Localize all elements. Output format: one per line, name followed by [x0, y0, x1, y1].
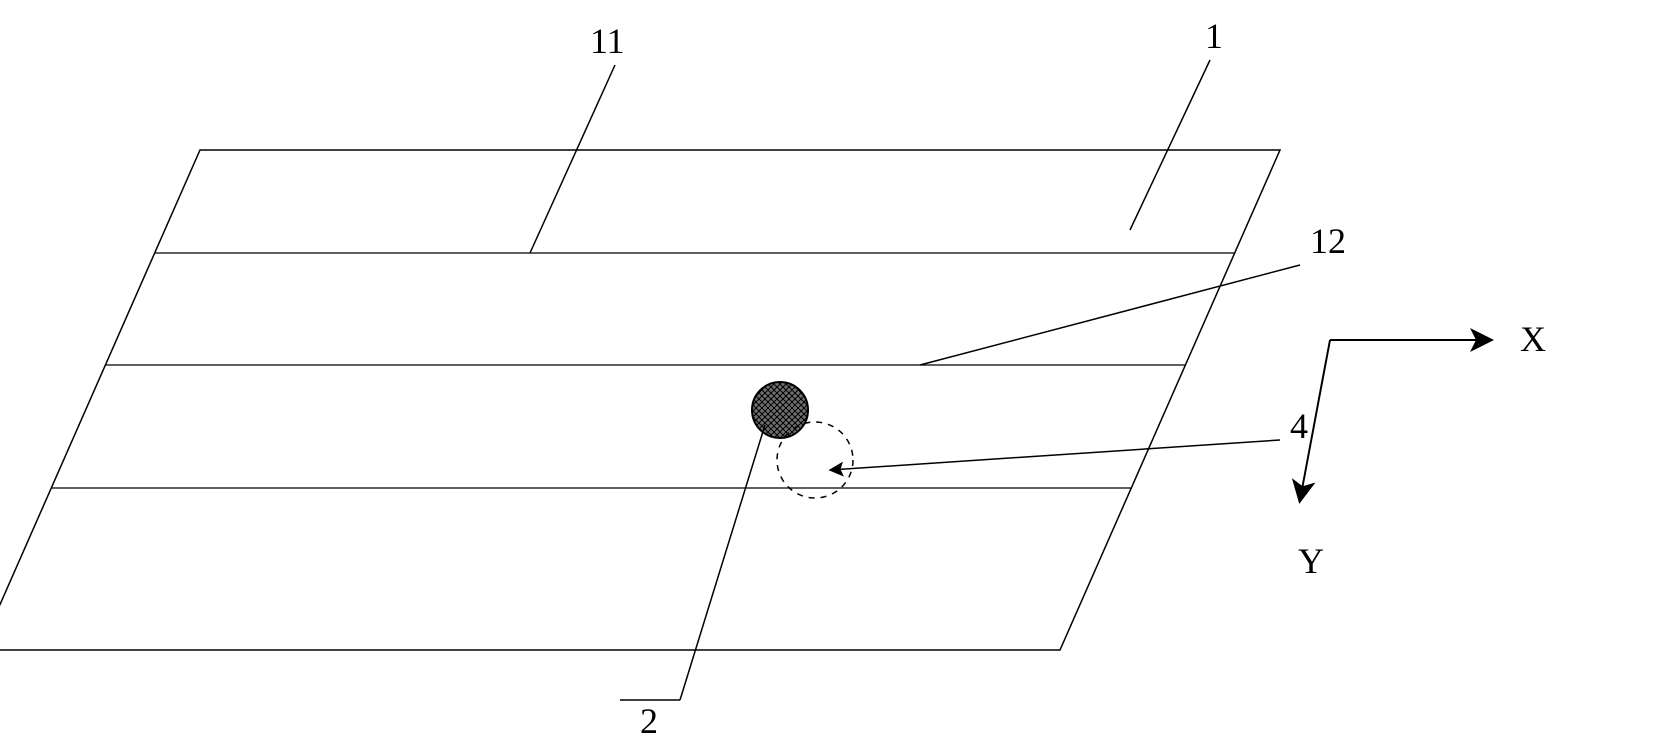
label-2: 2 [640, 700, 658, 742]
label-11: 11 [590, 20, 625, 62]
label-4: 4 [1290, 405, 1308, 447]
label-12: 12 [1310, 220, 1346, 262]
label-x: X [1520, 318, 1546, 360]
label-y: Y [1298, 540, 1324, 582]
leader-2 [680, 425, 765, 700]
parallelogram-outline [0, 150, 1280, 650]
diagram-svg [0, 0, 1656, 752]
diagram-container: 11 1 12 4 2 X Y [0, 0, 1656, 752]
dashed-circle [777, 422, 853, 498]
label-1: 1 [1205, 15, 1223, 57]
leader-4 [830, 440, 1280, 470]
leader-1 [1130, 60, 1210, 230]
ball-icon [752, 382, 808, 438]
leader-11 [530, 65, 615, 253]
leader-12 [920, 265, 1300, 365]
